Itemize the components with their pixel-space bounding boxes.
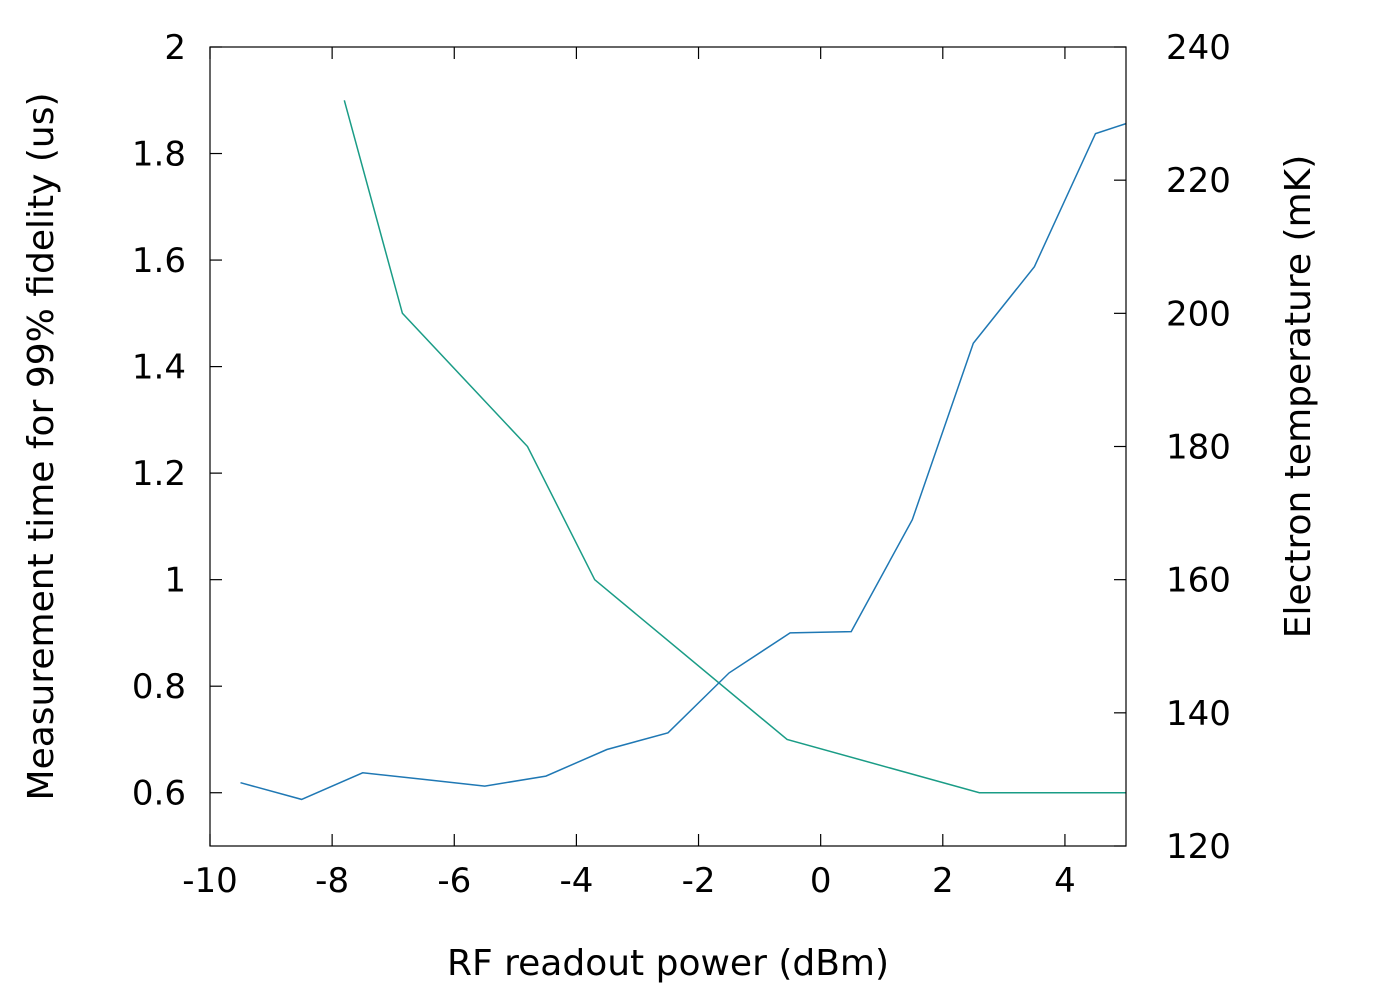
y2-axis-title: Electron temperature (mK) <box>1278 155 1319 639</box>
y2-tick-label: 120 <box>1166 827 1231 867</box>
y-axis-title: Measurement time for 99% fidelity (us) <box>21 93 62 801</box>
y-tick-label: 2 <box>164 28 186 68</box>
y-tick-label: 1 <box>164 561 186 601</box>
series-line-left-axis <box>343 100 1126 794</box>
y2-tick-label: 180 <box>1166 428 1231 468</box>
y2-tick-label: 220 <box>1166 161 1231 201</box>
y2-tick-label: 240 <box>1166 28 1231 68</box>
x-tick-label: 4 <box>1054 861 1076 901</box>
series-layer <box>240 100 1127 801</box>
y2-tick-label: 160 <box>1166 561 1231 601</box>
plot-frame <box>209 46 1127 847</box>
y-tick-label: 0.8 <box>132 667 186 707</box>
x-tick-label: 2 <box>932 861 954 901</box>
y-tick-label: 1.2 <box>132 454 186 494</box>
y2-tick-label: 200 <box>1166 294 1231 334</box>
series-line-right-axis <box>240 122 1127 801</box>
y2-tick-label: 140 <box>1166 694 1231 734</box>
x-tick-label: -10 <box>182 861 238 901</box>
x-tick-label: -8 <box>315 861 349 901</box>
y-tick-label: 1.8 <box>132 135 186 175</box>
x-tick-label: 0 <box>810 861 832 901</box>
ticks-layer <box>209 46 1126 847</box>
x-axis-title: RF readout power (dBm) <box>447 943 889 984</box>
y-tick-label: 1.6 <box>132 241 186 281</box>
y-tick-label: 0.6 <box>132 774 186 814</box>
tick-labels: -10 -8 -6 -4 -2 0 2 4 0.6 0.8 1 1.2 1.4 1.6 1.8 2 120 140… <box>132 28 1231 901</box>
x-tick-label: -2 <box>682 861 716 901</box>
y-tick-label: 1.4 <box>132 348 186 388</box>
x-tick-label: -6 <box>437 861 471 901</box>
x-tick-label: -4 <box>559 861 593 901</box>
